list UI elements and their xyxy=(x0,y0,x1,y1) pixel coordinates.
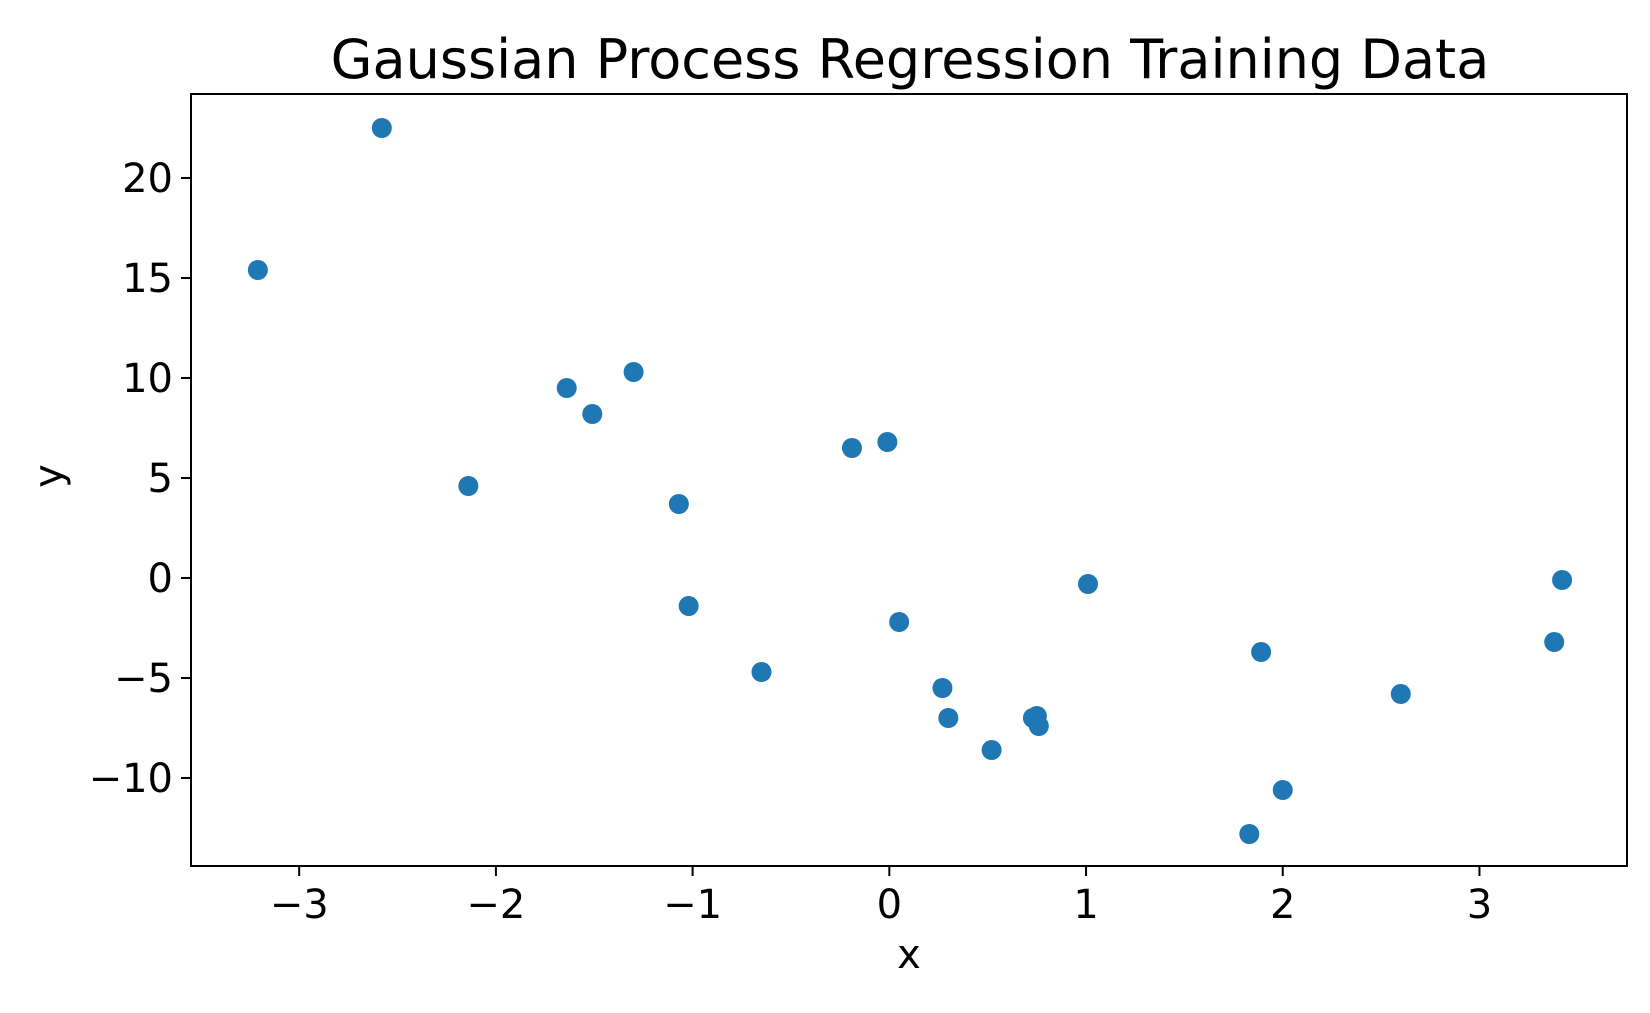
data-point xyxy=(247,260,268,280)
data-point xyxy=(556,378,577,398)
y-tick-label: 5 xyxy=(148,456,173,502)
y-axis-label: y xyxy=(26,464,72,488)
data-point xyxy=(932,678,953,698)
data-points xyxy=(247,118,1573,844)
data-point xyxy=(981,740,1002,760)
x-tick-label: 3 xyxy=(1467,882,1492,928)
data-point xyxy=(889,612,910,632)
data-point xyxy=(877,432,898,452)
data-point xyxy=(938,708,959,728)
x-tick-label: 0 xyxy=(877,882,902,928)
data-point xyxy=(458,476,479,496)
x-tick-label: −1 xyxy=(663,882,722,928)
x-tick-label: 1 xyxy=(1073,882,1098,928)
data-point xyxy=(1544,632,1565,652)
data-point xyxy=(1028,716,1049,736)
chart-title: Gaussian Process Regression Training Dat… xyxy=(331,28,1490,91)
data-point xyxy=(1552,570,1573,590)
data-point xyxy=(751,662,772,682)
y-tick-label: −5 xyxy=(114,656,173,702)
x-tick-label: 2 xyxy=(1270,882,1295,928)
data-point xyxy=(668,494,689,514)
y-tick-label: −10 xyxy=(89,756,173,802)
data-point xyxy=(623,362,644,382)
y-tick-label: 10 xyxy=(122,356,173,402)
y-tick-label: 15 xyxy=(122,256,173,302)
data-point xyxy=(1251,642,1272,662)
data-point xyxy=(841,438,862,458)
x-axis-label: x xyxy=(897,932,921,978)
x-tick-label: −2 xyxy=(466,882,525,928)
data-point xyxy=(582,404,603,424)
data-point xyxy=(1239,824,1260,844)
data-point xyxy=(1390,684,1411,704)
y-tick-label: 20 xyxy=(122,156,173,202)
data-point xyxy=(371,118,392,138)
data-point xyxy=(678,596,699,616)
plot-frame xyxy=(190,93,1628,867)
data-point xyxy=(1078,574,1099,594)
data-point xyxy=(1272,780,1293,800)
y-tick-label: 0 xyxy=(148,556,173,602)
x-tick-label: −3 xyxy=(270,882,329,928)
